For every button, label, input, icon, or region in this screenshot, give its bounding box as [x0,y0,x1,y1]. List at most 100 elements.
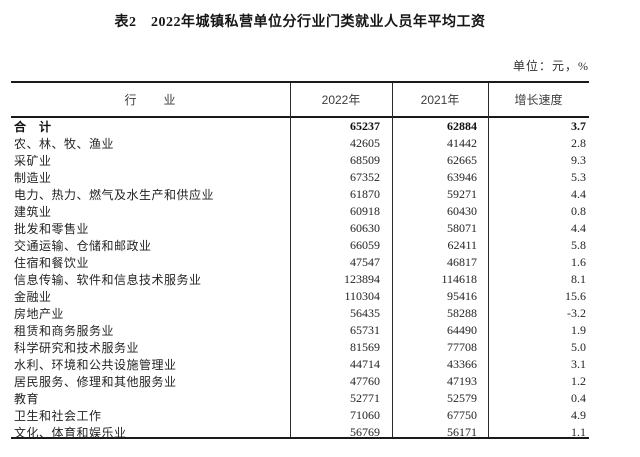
column-divider [392,83,393,437]
industry-cell: 房地产业 [14,307,65,321]
growth-rate-cell: 9.3 [571,153,586,167]
header-2022: 2022年 [321,93,361,107]
growth-rate-cell: 8.1 [571,272,586,286]
table-row: 信息传输、软件和信息技术服务业 123894 114618 8.1 [11,271,589,288]
value-2022-cell: 47547 [350,255,380,269]
growth-rate-cell: 3.7 [571,119,586,133]
value-2021-cell: 41442 [447,136,477,150]
value-2022-cell: 81569 [350,340,380,354]
value-2022-cell: 110304 [344,289,380,303]
value-2022-cell: 60918 [350,204,380,218]
table-row: 农、林、牧、渔业 42605 41442 2.8 [11,135,589,152]
table-body: 合 计 65237 62884 3.7 农、林、牧、渔业 42605 41442… [11,118,589,440]
value-2021-cell: 58288 [447,306,477,320]
table-row: 租赁和商务服务业 65731 64490 1.9 [11,322,589,339]
value-2022-cell: 47760 [350,374,380,388]
growth-rate-cell: 15.6 [565,289,586,303]
growth-rate-cell: 5.3 [571,170,586,184]
table-row: 教育 52771 52579 0.4 [11,390,589,407]
table-row: 文化、体育和娱乐业 56769 56171 1.1 [11,424,589,441]
value-2021-cell: 95416 [447,289,477,303]
table-row: 制造业 67352 63946 5.3 [11,169,589,186]
growth-rate-cell: 5.8 [571,238,586,252]
value-2022-cell: 66059 [350,238,380,252]
growth-rate-cell: 4.4 [571,221,586,235]
header-industry: 行 业 [124,93,177,107]
value-2021-cell: 62665 [447,153,477,167]
value-2021-cell: 59271 [447,187,477,201]
industry-cell: 信息传输、软件和信息技术服务业 [14,273,202,287]
value-2021-cell: 67750 [447,408,477,422]
value-2022-cell: 67352 [350,170,380,184]
industry-cell: 合 计 [14,120,52,134]
value-2022-cell: 42605 [350,136,380,150]
value-2021-cell: 62884 [447,119,477,133]
industry-cell: 科学研究和技术服务业 [14,341,140,355]
industry-cell: 卫生和社会工作 [14,409,102,423]
value-2021-cell: 58071 [447,221,477,235]
unit-label: 单位：元，% [513,59,589,73]
industry-cell: 制造业 [14,171,52,185]
value-2021-cell: 60430 [447,204,477,218]
value-2022-cell: 123894 [344,272,380,286]
value-2021-cell: 47193 [447,374,477,388]
industry-cell: 租赁和商务服务业 [14,324,115,338]
table-row: 建筑业 60918 60430 0.8 [11,203,589,220]
table-row: 电力、热力、燃气及水生产和供应业 61870 59271 4.4 [11,186,589,203]
industry-cell: 住宿和餐饮业 [14,256,90,270]
value-2022-cell: 61870 [350,187,380,201]
growth-rate-cell: 3.1 [571,357,586,371]
value-2021-cell: 114618 [441,272,477,286]
industry-cell: 金融业 [14,290,52,304]
industry-cell: 采矿业 [14,154,52,168]
value-2021-cell: 62411 [447,238,477,252]
table-header-row: 行 业 2022年 2021年 增长速度 [11,83,589,118]
table-row: 水利、环境和公共设施管理业 44714 43366 3.1 [11,356,589,373]
value-2022-cell: 71060 [350,408,380,422]
table-row: 科学研究和技术服务业 81569 77708 5.0 [11,339,589,356]
table-row: 批发和零售业 60630 58071 4.4 [11,220,589,237]
growth-rate-cell: 1.2 [571,374,586,388]
growth-rate-cell: -3.2 [567,306,586,320]
value-2022-cell: 44714 [350,357,380,371]
header-growth-rate: 增长速度 [514,93,563,107]
table-row: 住宿和餐饮业 47547 46817 1.6 [11,254,589,271]
value-2021-cell: 52579 [447,391,477,405]
industry-cell: 居民服务、修理和其他服务业 [14,375,177,389]
value-2022-cell: 52771 [350,391,380,405]
value-2021-cell: 46817 [447,255,477,269]
growth-rate-cell: 1.6 [571,255,586,269]
value-2022-cell: 60630 [350,221,380,235]
page-title: 表2 2022年城镇私营单位分行业门类就业人员年平均工资 [114,15,486,30]
value-2021-cell: 43366 [447,357,477,371]
value-2022-cell: 65237 [350,119,380,133]
value-2022-cell: 65731 [350,323,380,337]
value-2022-cell: 56769 [350,425,380,439]
industry-cell: 电力、热力、燃气及水生产和供应业 [14,188,215,202]
value-2021-cell: 64490 [447,323,477,337]
value-2022-cell: 68509 [350,153,380,167]
table-row: 合 计 65237 62884 3.7 [11,118,589,135]
table-row: 采矿业 68509 62665 9.3 [11,152,589,169]
growth-rate-cell: 4.9 [571,408,586,422]
industry-cell: 农、林、牧、渔业 [14,137,115,151]
industry-cell: 水利、环境和公共设施管理业 [14,358,177,372]
table-row: 卫生和社会工作 71060 67750 4.9 [11,407,589,424]
industry-cell: 教育 [14,392,40,406]
growth-rate-cell: 2.8 [571,136,586,150]
table-row: 居民服务、修理和其他服务业 47760 47193 1.2 [11,373,589,390]
column-divider [290,83,291,437]
growth-rate-cell: 0.8 [571,204,586,218]
value-2022-cell: 56435 [350,306,380,320]
industry-cell: 文化、体育和娱乐业 [14,426,127,440]
table-row: 房地产业 56435 58288 -3.2 [11,305,589,322]
table-row: 金融业 110304 95416 15.6 [11,288,589,305]
value-2021-cell: 56171 [447,425,477,439]
growth-rate-cell: 1.9 [571,323,586,337]
column-divider [488,83,489,437]
value-2021-cell: 63946 [447,170,477,184]
industry-cell: 交通运输、仓储和邮政业 [14,239,152,253]
growth-rate-cell: 5.0 [571,340,586,354]
growth-rate-cell: 4.4 [571,187,586,201]
industry-cell: 建筑业 [14,205,52,219]
